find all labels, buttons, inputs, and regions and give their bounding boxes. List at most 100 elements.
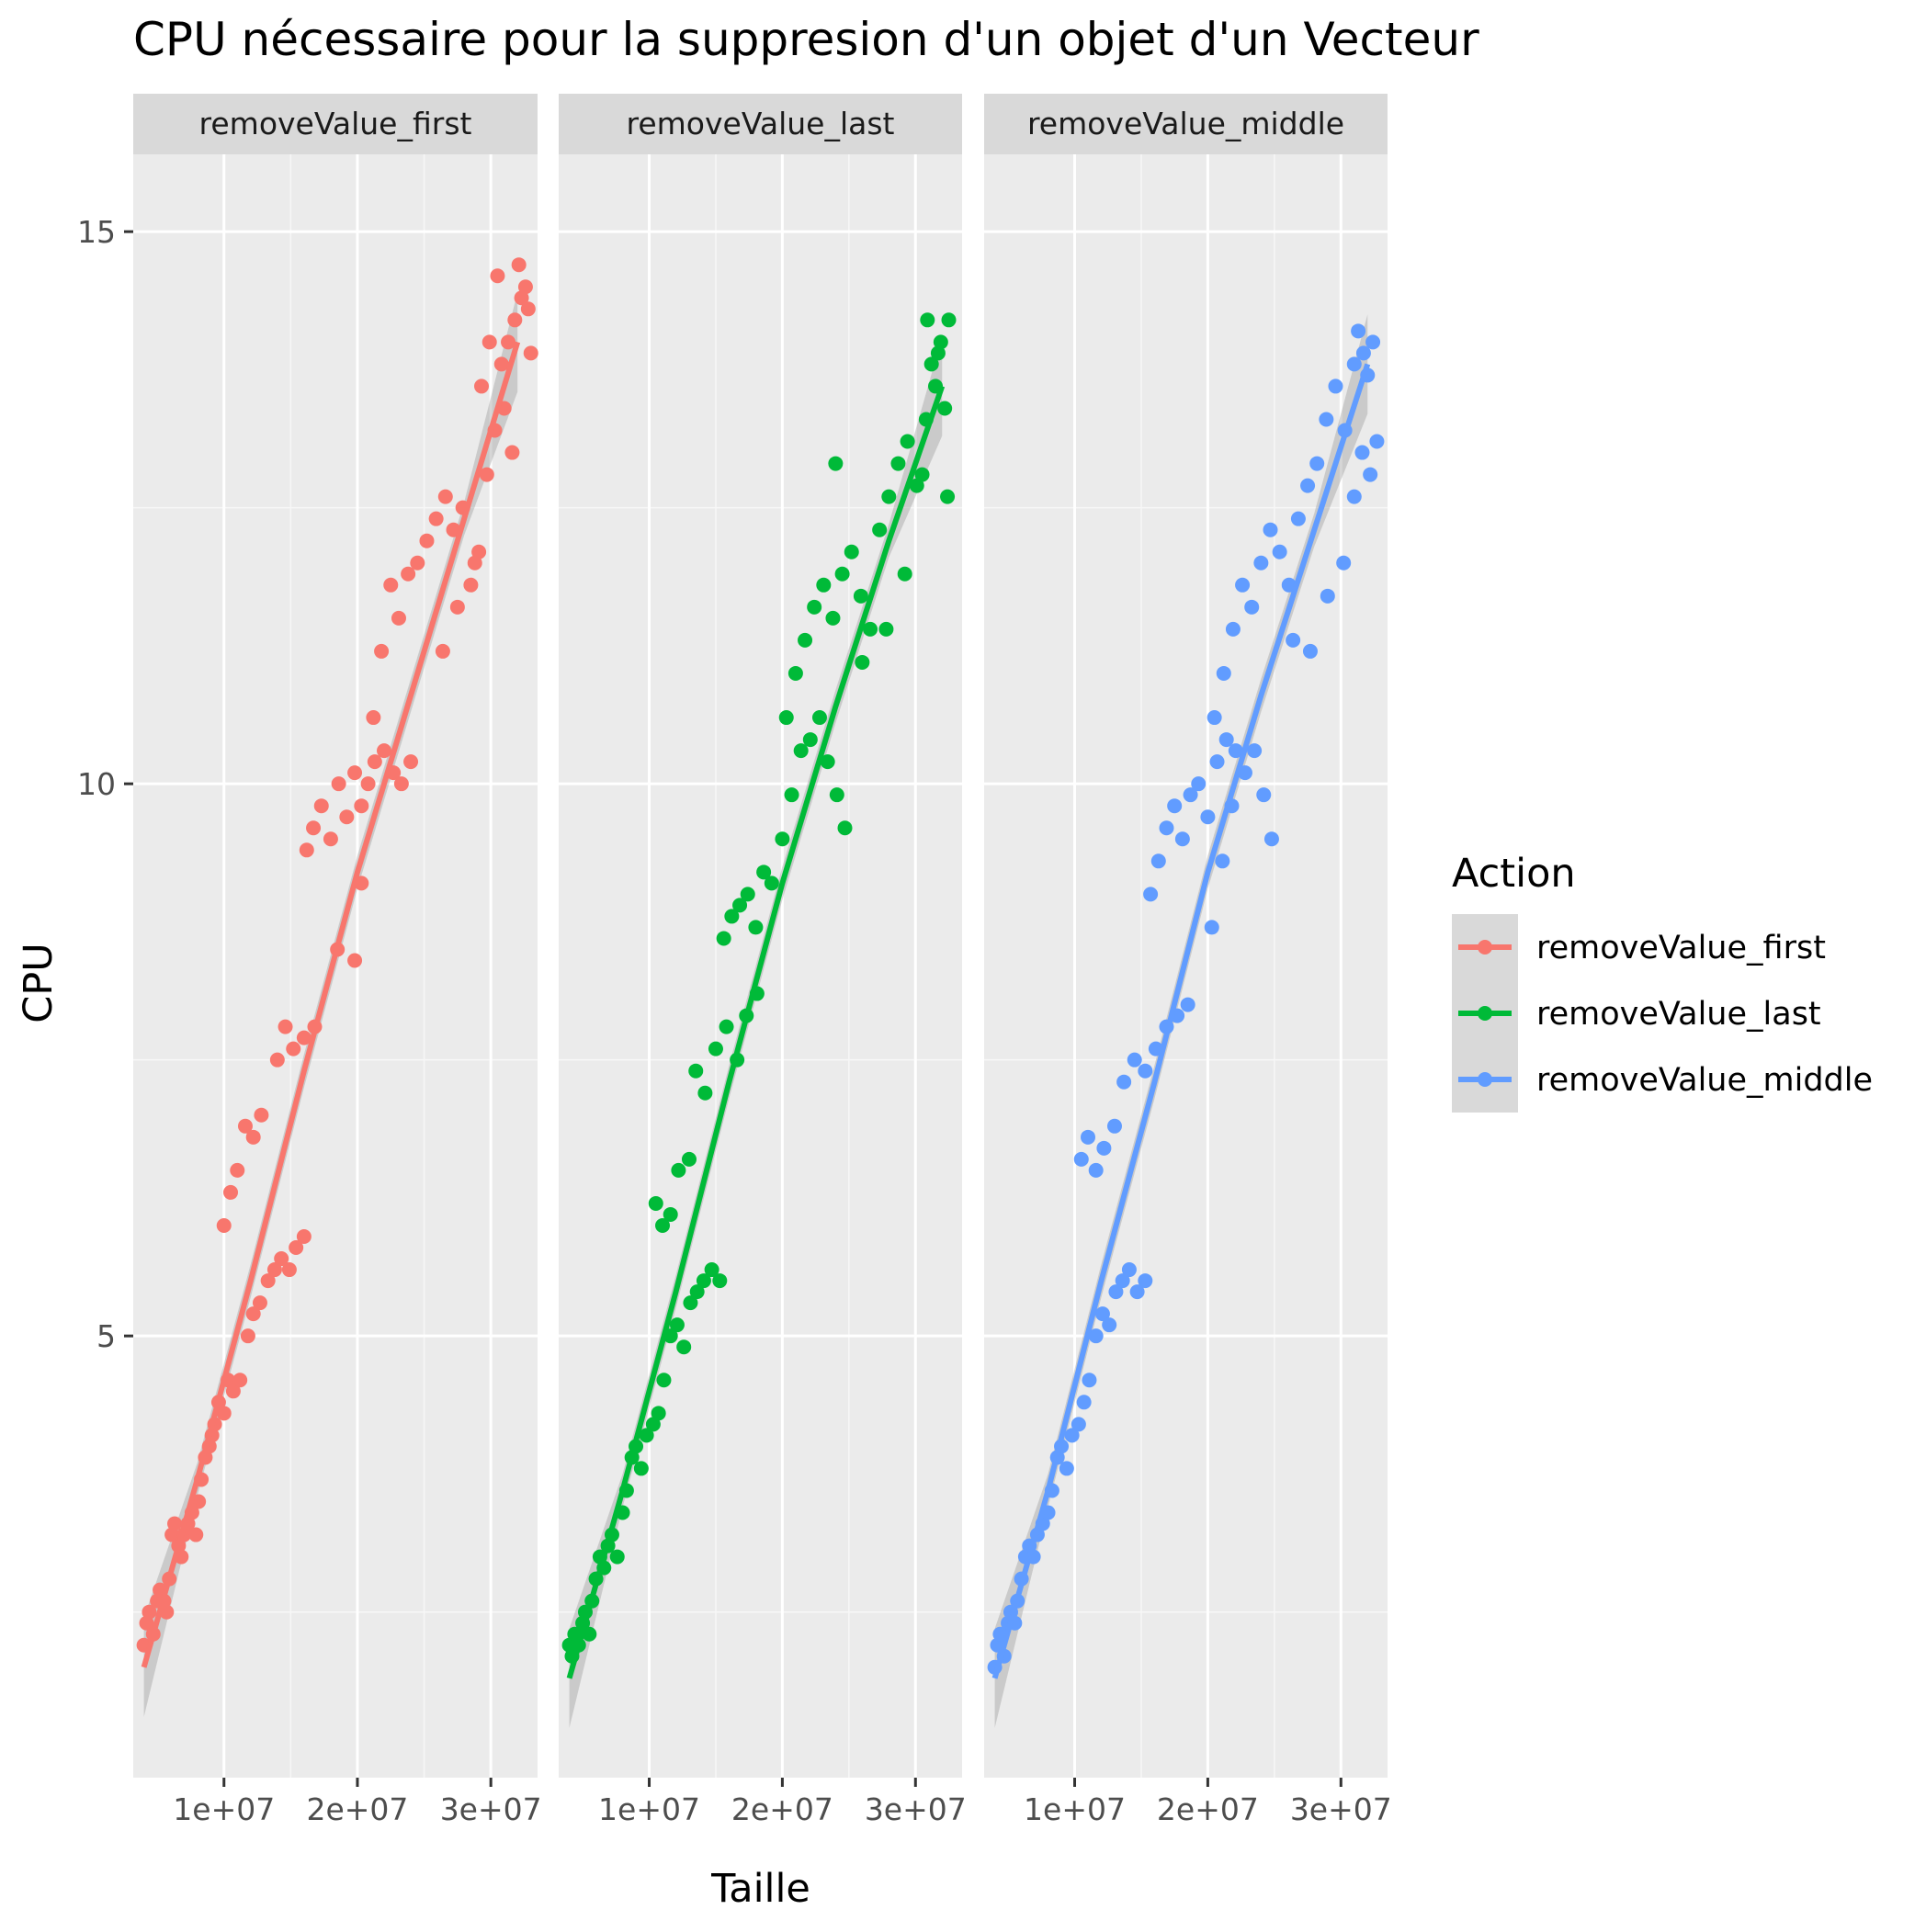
confidence-band	[994, 314, 1368, 1728]
data-point	[681, 1151, 697, 1167]
data-point	[1183, 787, 1198, 803]
data-point	[1290, 511, 1306, 526]
data-point	[260, 1273, 276, 1289]
data-point	[775, 831, 790, 847]
x-tick-label: 3e+07	[440, 1791, 542, 1827]
data-point	[716, 931, 731, 946]
data-point	[252, 1295, 267, 1311]
data-point	[367, 754, 382, 770]
data-point	[825, 610, 841, 626]
data-point	[732, 898, 748, 913]
data-point	[331, 776, 346, 792]
data-point	[930, 345, 946, 361]
data-point	[807, 599, 822, 615]
y-tick-label: 15	[77, 214, 116, 250]
data-point	[339, 809, 355, 825]
data-point	[437, 489, 453, 504]
data-point	[778, 710, 794, 726]
data-point	[393, 776, 409, 792]
data-point	[299, 842, 314, 858]
data-point	[1094, 1306, 1110, 1322]
facet-panel-removeValue_first: removeValue_first 1e+07 2e+07 3e+07	[133, 94, 542, 1827]
data-point	[1286, 632, 1301, 648]
data-point	[1138, 1273, 1153, 1289]
facet-strip-label: removeValue_last	[627, 106, 895, 141]
data-point	[216, 1406, 232, 1421]
data-point	[648, 1195, 663, 1211]
data-point	[1143, 887, 1159, 902]
data-point	[1225, 621, 1241, 637]
data-point	[501, 334, 516, 350]
legend-item-removeValue_first: removeValue_first	[1452, 914, 1826, 980]
data-point	[1096, 1140, 1112, 1156]
data-point	[872, 522, 888, 537]
data-point	[802, 732, 818, 748]
data-point	[1320, 588, 1335, 604]
data-point	[937, 401, 953, 416]
data-point	[1228, 743, 1243, 759]
data-point	[890, 456, 906, 471]
data-point	[323, 831, 338, 847]
data-point	[1200, 809, 1216, 825]
legend: Action removeValue_first removeValue_last…	[1452, 851, 1873, 1113]
data-point	[410, 555, 425, 571]
data-point	[633, 1461, 649, 1476]
data-point	[230, 1162, 245, 1178]
data-point	[504, 445, 520, 460]
data-point	[142, 1604, 157, 1620]
data-point	[1150, 853, 1166, 869]
data-point	[449, 599, 465, 615]
data-point	[816, 577, 832, 593]
legend-item-removeValue_middle: removeValue_middle	[1452, 1046, 1873, 1113]
data-point	[1365, 334, 1381, 350]
data-point	[1076, 1395, 1092, 1410]
data-point	[1088, 1328, 1104, 1344]
smooth-line	[566, 385, 946, 1679]
data-point	[1263, 522, 1278, 537]
data-point	[1235, 577, 1251, 593]
data-point	[1129, 1284, 1145, 1300]
data-point	[360, 776, 376, 792]
data-point	[1209, 754, 1225, 770]
data-point	[507, 312, 523, 328]
x-tick-label: 3e+07	[1290, 1791, 1392, 1827]
data-point	[655, 1217, 671, 1233]
data-point	[1363, 467, 1378, 482]
data-point	[697, 1085, 713, 1101]
data-point	[639, 1428, 654, 1443]
x-tick-label: 2e+07	[1157, 1791, 1259, 1827]
data-point	[391, 610, 406, 626]
data-point	[645, 1417, 661, 1432]
data-point	[306, 820, 322, 836]
data-point	[1346, 356, 1362, 372]
data-point	[1082, 1373, 1097, 1388]
data-point	[941, 312, 957, 328]
data-point	[1247, 743, 1263, 759]
data-point	[435, 643, 450, 659]
data-point	[1159, 820, 1174, 836]
y-tick-label: 5	[96, 1318, 116, 1354]
data-point	[829, 787, 844, 803]
data-point	[1319, 412, 1334, 427]
legend-label: removeValue_last	[1536, 996, 1821, 1033]
data-point	[1116, 1074, 1132, 1090]
legend-item-removeValue_last: removeValue_last	[1452, 980, 1821, 1046]
data-point	[401, 566, 416, 582]
data-point	[1102, 1317, 1117, 1333]
legend-key-point	[1478, 1072, 1492, 1087]
legend-label: removeValue_first	[1536, 930, 1826, 966]
data-point	[740, 887, 755, 902]
data-point	[897, 566, 912, 582]
data-point	[289, 1240, 304, 1256]
legend-title: Action	[1452, 851, 1576, 897]
legend-key-point	[1478, 1006, 1492, 1021]
data-point	[419, 533, 435, 548]
data-point	[1121, 1262, 1137, 1278]
data-point	[347, 953, 363, 968]
data-point	[1300, 478, 1316, 493]
data-point	[855, 654, 870, 670]
data-point	[216, 1217, 232, 1233]
data-point	[609, 1549, 625, 1565]
data-point	[164, 1527, 180, 1542]
x-tick-label: 1e+07	[598, 1791, 700, 1827]
